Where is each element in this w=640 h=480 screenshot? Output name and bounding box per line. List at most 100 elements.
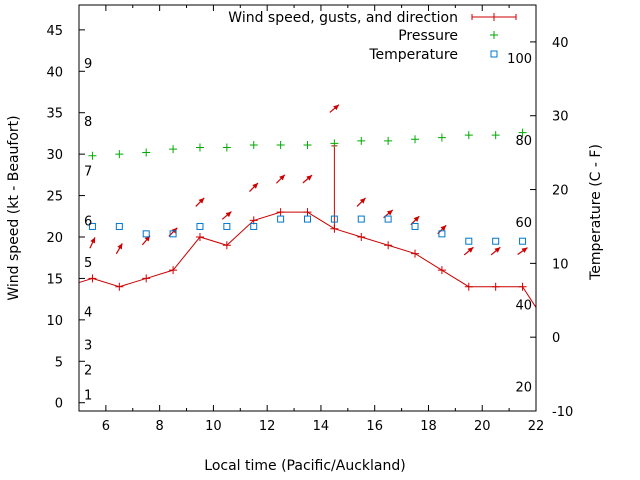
y-axis-left-title: Wind speed (kt - Beaufort) [6,115,22,300]
wind-arrow-head [279,174,285,181]
wind-arrow-head [252,183,258,189]
pressure-point [249,141,258,150]
wind-arrow-head [359,197,366,204]
x-tick-label: 6 [102,419,110,434]
fahrenheit-label: 60 [515,216,532,231]
pressure-point [88,151,97,160]
legend-label: Wind speed, gusts, and direction [228,10,458,26]
temperature-point [223,222,231,230]
fahrenheit-label: 100 [507,52,532,67]
y-left-tick-label: 40 [46,65,63,80]
axis-ticks [78,5,537,412]
pressure-point [303,141,312,150]
wind-arrow-head [521,247,528,253]
wind-arrow-head [413,216,420,222]
temperature-point [492,237,500,245]
wind-point [115,282,124,291]
y-left-tick-label: 5 [55,355,63,370]
temperature-point [411,222,419,230]
pressure-point [330,139,339,148]
y-right-tick-label: 30 [552,110,569,125]
wind-point [222,241,231,250]
wind-point [303,208,312,217]
y-right-tick-label: 40 [552,36,569,51]
y-right-tick-label: 10 [552,257,569,272]
pressure-point [437,133,446,142]
temperature-point [88,222,96,230]
wind-point [169,266,178,275]
wind-point [491,282,500,291]
x-tick-label: 8 [156,419,164,434]
x-tick-label: 14 [313,419,330,434]
fahrenheit-label: 40 [515,299,532,314]
wind-arrow-head [117,243,123,250]
x-tick-label: 20 [474,419,491,434]
pressure-point [491,131,500,140]
beaufort-label: 3 [84,339,92,354]
wind-point [142,274,151,283]
pressure-point [142,148,151,157]
beaufort-label: 6 [84,214,92,229]
pressure-point [195,143,204,152]
x-tick-label: 12 [259,419,276,434]
fahrenheit-label: 80 [515,134,532,149]
wind-arrow-head [225,211,232,218]
beaufort-label: 1 [84,388,92,403]
y-left-tick-label: 20 [46,231,63,246]
y-right-tick-label: -10 [552,405,573,420]
wind-point [88,274,97,283]
tick-labels: 6 8 10 12 14 16 18 20 22051015202530354045-10010… [46,24,573,434]
wind-arrow-head [90,237,96,244]
y-axis-right-title: Temperature (C - F) [588,144,604,281]
wind-point [518,282,527,291]
temperature-point [304,215,311,223]
pressure-point [411,135,420,144]
temperature-point [250,222,258,230]
legend-label: Pressure [398,28,458,44]
x-axis-title: Local time (Pacific/Auckland) [204,458,405,474]
legend-swatch [490,31,498,39]
temperature-point [465,237,473,245]
y-right-tick-label: 20 [552,184,569,199]
pressure-point [222,143,231,152]
fahrenheit-label: 20 [515,381,532,396]
temperature-point [142,230,150,238]
temperature-point [357,215,365,223]
temperature-point [277,215,285,223]
pressure-point [384,136,393,145]
pressure-point [518,128,527,137]
wind-point [437,266,446,275]
legend: Wind speed, gusts, and direction Pressure… [228,10,517,63]
beaufort-label: 9 [84,57,92,72]
temperature-point [169,230,177,238]
wind-arrow-head [467,247,474,253]
y-left-tick-label: 30 [46,148,63,163]
wind-speed-line [78,211,537,308]
temperature-point [330,215,338,223]
y-right-tick-label: 0 [552,331,560,346]
legend-swatch [490,50,498,58]
y-left-tick-label: 10 [46,314,63,329]
legend-label: Temperature [368,47,458,63]
x-tick-label: 22 [528,419,545,434]
x-tick-label: 10 [205,419,222,434]
wind-point [357,233,366,241]
temperature-point [115,222,123,230]
x-tick-label: 16 [366,419,383,434]
beaufort-label: 7 [84,165,92,180]
wind-arrow-head [306,175,313,181]
temperature-point [196,222,204,230]
pressure-point [357,136,366,145]
beaufort-label: 2 [84,364,92,379]
pressure-point [276,141,285,150]
y-left-tick-label: 35 [46,107,63,122]
y-left-tick-label: 0 [55,397,63,412]
wind-arrow-head [494,247,501,253]
y-left-tick-label: 15 [46,272,63,287]
wind-point [464,282,473,291]
y-left-tick-label: 45 [46,24,63,39]
temperature-point [384,215,392,223]
wind-point [276,208,285,217]
pressure-point [169,145,178,154]
